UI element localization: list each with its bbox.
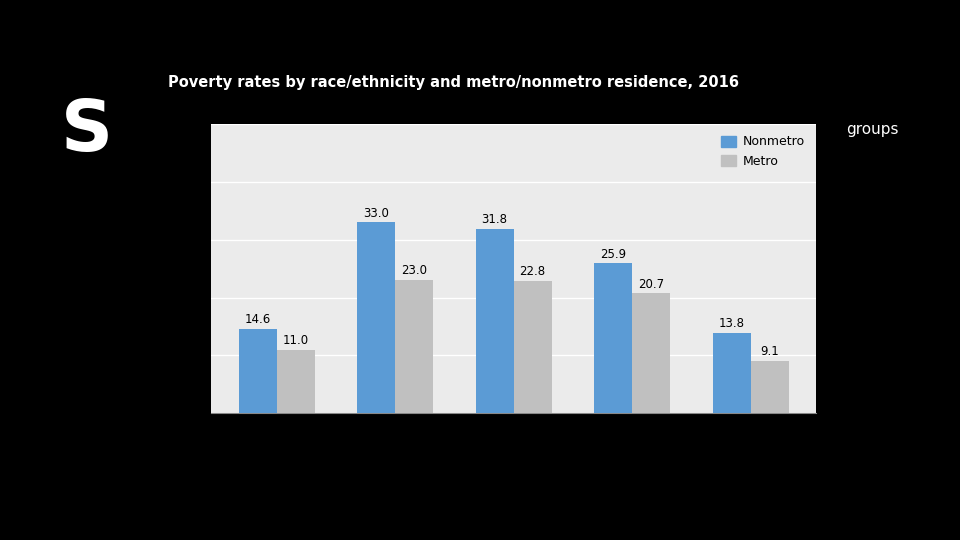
Bar xyxy=(476,230,514,413)
Bar xyxy=(632,294,670,413)
Text: 31.8: 31.8 xyxy=(482,213,508,226)
Text: 20.7: 20.7 xyxy=(638,278,664,291)
Text: Percent poor (individuals): Percent poor (individuals) xyxy=(166,109,326,122)
Bar xyxy=(357,222,396,413)
Text: groups: groups xyxy=(846,122,899,137)
Bar xyxy=(396,280,433,413)
Bar xyxy=(594,264,632,413)
Text: Poverty rates by race/ethnicity and metro/nonmetro residence, 2016: Poverty rates by race/ethnicity and metr… xyxy=(169,75,739,90)
Text: 13.8: 13.8 xyxy=(719,318,745,330)
Bar xyxy=(239,329,276,413)
Text: 11.0: 11.0 xyxy=(282,334,308,347)
Bar xyxy=(276,349,315,413)
Legend: Nonmetro, Metro: Nonmetro, Metro xyxy=(716,131,809,173)
Text: 22.8: 22.8 xyxy=(519,266,545,279)
Text: 9.1: 9.1 xyxy=(760,345,779,357)
Text: 14.6: 14.6 xyxy=(245,313,271,326)
Text: 33.0: 33.0 xyxy=(363,206,389,220)
Text: Source: USDA, Economic Research Service using data from the U.S. Census Bureau,
: Source: USDA, Economic Research Service … xyxy=(166,467,604,489)
Text: 23.0: 23.0 xyxy=(401,264,427,278)
Bar xyxy=(514,281,551,413)
Bar xyxy=(751,361,788,413)
Text: 25.9: 25.9 xyxy=(600,247,626,261)
Bar xyxy=(712,333,751,413)
Text: S: S xyxy=(61,97,113,166)
